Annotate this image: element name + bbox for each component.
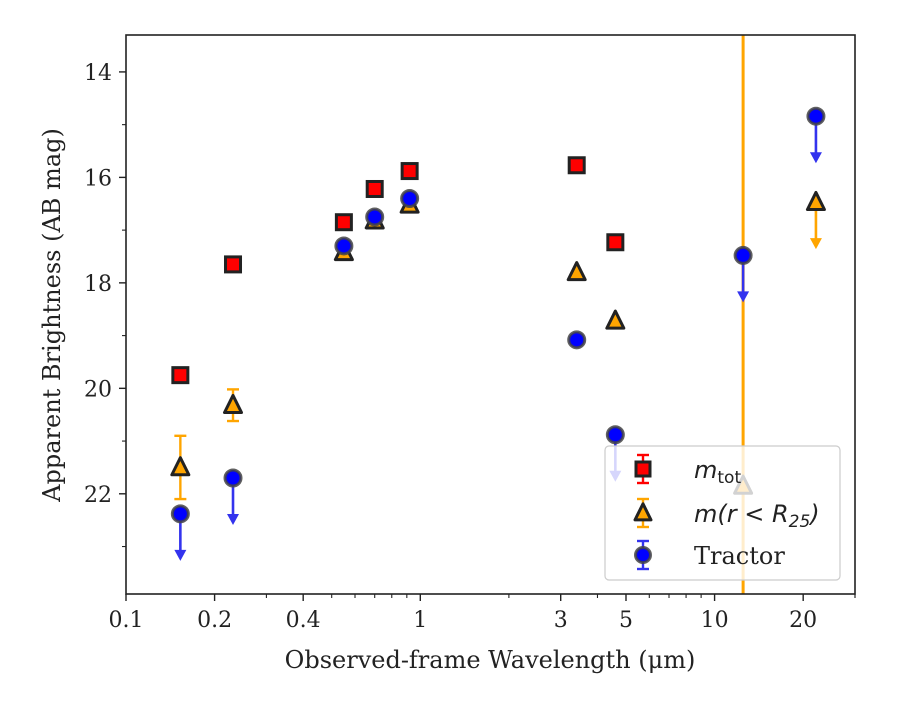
- square-point: [365, 179, 384, 198]
- triangle-point-shape: [605, 309, 626, 330]
- triangle-point: [805, 190, 826, 212]
- x-axis-label: Observed-frame Wavelength (μm): [285, 646, 696, 674]
- square-point: [334, 213, 353, 232]
- triangle-point: [223, 393, 244, 415]
- x-tick-label: 10: [701, 608, 729, 633]
- legend-marker-triangle: [633, 502, 653, 522]
- circle-point-shape: [334, 236, 354, 256]
- triangle-point-shape: [223, 393, 244, 415]
- x-tick-label: 0.2: [197, 608, 232, 633]
- square-point-shape: [365, 179, 384, 198]
- circle-point: [223, 468, 243, 488]
- circle-point-shape: [567, 330, 587, 350]
- square-point: [606, 233, 625, 252]
- circle-point: [170, 504, 190, 524]
- circle-point: [605, 425, 625, 445]
- square-point-shape: [606, 233, 625, 252]
- y-tick-label: 18: [84, 272, 112, 297]
- square-point: [567, 156, 586, 175]
- circle-point-shape: [605, 425, 625, 445]
- y-tick-label: 20: [84, 377, 112, 402]
- circle-point: [567, 330, 587, 350]
- legend-marker-square-shape: [634, 460, 652, 478]
- legend-marker-circle: [634, 546, 652, 564]
- circle-point-shape: [170, 504, 190, 524]
- legend-box: [604, 445, 841, 581]
- triangle-point: [605, 309, 626, 330]
- circle-upper-limit-arrow-head: [227, 513, 240, 525]
- circle-point-shape: [365, 207, 385, 227]
- circle-point-shape: [223, 468, 243, 488]
- triangle-point-shape: [170, 456, 191, 477]
- triangle-point-shape: [805, 190, 826, 212]
- legend: mtot m(r < R25) Tractor: [604, 445, 841, 581]
- triangle-point: [170, 456, 191, 477]
- square-point: [224, 255, 243, 274]
- circle-point: [334, 236, 354, 256]
- x-tick-label: 5: [619, 608, 633, 633]
- plot-frame: [125, 34, 856, 595]
- x-tick-label: 0.1: [109, 608, 144, 633]
- y-tick-label: 14: [84, 61, 112, 86]
- x-tick-label: 20: [789, 608, 817, 633]
- circle-upper-limit-arrow-head: [809, 152, 822, 164]
- y-tick-label: 16: [84, 166, 112, 191]
- x-tick-label: 0.4: [286, 608, 321, 633]
- circle-point: [400, 188, 420, 208]
- square-point: [171, 366, 190, 385]
- triangle-point: [566, 261, 587, 282]
- y-axis-label: Apparent Brightness (AB mag): [38, 128, 66, 503]
- square-point-shape: [567, 156, 586, 175]
- triangle-upper-limit-arrow-head: [809, 238, 822, 250]
- circle-point: [806, 106, 826, 126]
- circle-point-shape: [733, 245, 753, 265]
- square-point-shape: [171, 366, 190, 385]
- legend-marker-square: [634, 460, 652, 478]
- circle-upper-limit-arrow-head: [737, 291, 750, 303]
- square-point: [400, 162, 419, 181]
- legend-label: Tractor: [694, 542, 785, 570]
- circle-point: [365, 207, 385, 227]
- legend-label: m(r < R25): [694, 500, 820, 532]
- circle-point-shape: [806, 106, 826, 126]
- x-tick-label: 3: [554, 608, 568, 633]
- square-point-shape: [334, 213, 353, 232]
- circle-point: [733, 245, 753, 265]
- square-point-shape: [224, 255, 243, 274]
- square-point-shape: [400, 162, 419, 181]
- circle-point-shape: [400, 188, 420, 208]
- legend-marker-triangle-shape: [633, 502, 653, 522]
- legend-marker-circle-shape: [634, 546, 652, 564]
- legend-label: mtot: [694, 456, 741, 488]
- circle-upper-limit-arrow-head: [174, 549, 187, 561]
- triangle-point-shape: [566, 261, 587, 282]
- x-tick-label: 1: [413, 608, 427, 633]
- y-tick-label: 22: [84, 483, 112, 508]
